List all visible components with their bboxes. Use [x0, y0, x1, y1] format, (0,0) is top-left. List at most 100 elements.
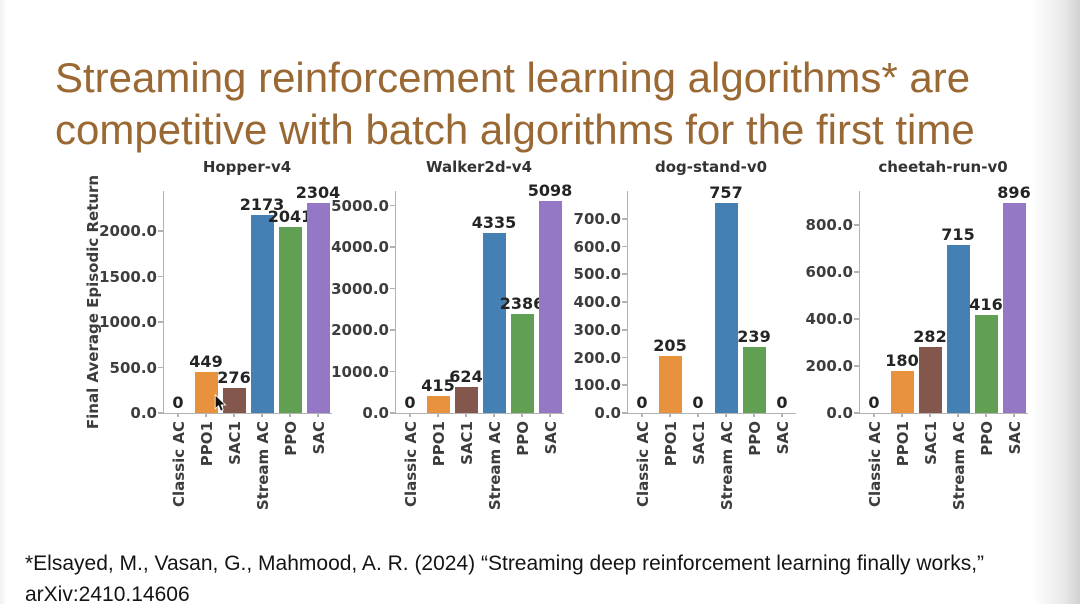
bar-value-label: 239	[737, 327, 771, 346]
bar-stream-ac	[946, 245, 970, 413]
bar-value-label: 715	[941, 225, 975, 244]
x-tick-mark	[437, 413, 439, 417]
bar-value-label: 415	[421, 376, 455, 395]
y-tick-mark	[158, 275, 163, 278]
y-tick-mark	[158, 230, 163, 232]
citation: *Elsayed, M., Vasan, G., Mahmood, A. R. …	[25, 548, 984, 610]
x-tick-mark	[1013, 413, 1015, 417]
y-tick-label: 1500.0	[99, 267, 157, 286]
bar-value-label: 4335	[471, 213, 517, 232]
y-tick-label: 100.0	[573, 376, 621, 395]
bar-sac1	[454, 387, 478, 413]
x-tick-label: Classic AC	[170, 421, 188, 508]
x-tick-label: PPO1	[430, 421, 448, 467]
y-tick-mark	[622, 412, 627, 414]
bar-value-label: 0	[776, 393, 788, 412]
y-tick-label: 0.0	[362, 404, 389, 422]
bar-value-label: 2041	[267, 207, 313, 226]
x-tick-label: Classic AC	[634, 421, 652, 508]
bar-sac1	[918, 347, 942, 413]
bar-value-label: 205	[653, 336, 687, 355]
y-tick-label: 0.0	[130, 404, 157, 422]
y-tick-mark	[390, 370, 395, 373]
y-tick-mark	[854, 224, 859, 226]
bar-sac	[538, 201, 562, 413]
y-tick-mark	[622, 245, 627, 248]
y-tick-mark	[622, 384, 627, 387]
bar-value-label: 2173	[239, 195, 285, 214]
bar-ppo1	[890, 371, 914, 413]
y-tick-mark	[390, 287, 395, 290]
y-tick-mark	[390, 412, 395, 414]
citation-line2: arXiv:2410.14606	[25, 583, 190, 606]
plot-area: 0.0 1000.0 2000.0 3000.0 4000.0 5000.0 0 Classi…	[331, 181, 572, 510]
plot-area: 0.0 500.0 1000.0 1500.0 2000.0 0 Classic AC 449…	[99, 183, 340, 510]
bar-ppo1	[658, 356, 682, 413]
y-tick-mark	[390, 329, 395, 331]
bar-stream-ac	[714, 203, 738, 413]
x-tick-mark	[289, 413, 291, 417]
x-tick-mark	[549, 413, 551, 417]
y-tick-label: 3000.0	[331, 279, 389, 298]
x-tick-mark	[409, 413, 411, 417]
bar-ppo	[742, 347, 766, 413]
left-edge-shade	[0, 0, 7, 604]
bar-sac	[306, 203, 330, 413]
y-tick-label: 500.0	[573, 265, 621, 284]
x-tick-label: PPO1	[894, 421, 912, 467]
right-edge-shade	[1032, 0, 1080, 604]
chart-cheetah-run-v0: cheetah-run-v0 0.0 200.0 400.0 600.0 800.0 0 Cl…	[795, 158, 1031, 510]
x-tick-label: Stream AC	[486, 421, 504, 511]
y-tick-mark	[622, 356, 627, 359]
y-tick-label: 4000.0	[331, 238, 389, 257]
x-tick-label: PPO	[514, 421, 532, 456]
chart-title: Walker2d-v4	[425, 158, 533, 176]
chart-title: cheetah-run-v0	[878, 158, 1008, 176]
x-tick-mark	[465, 413, 467, 417]
x-tick-label: SAC1	[690, 421, 708, 465]
bar-ppo	[510, 314, 534, 413]
y-tick-mark	[854, 412, 859, 414]
y-tick-label: 200.0	[573, 348, 621, 367]
y-tick-label: 200.0	[805, 357, 853, 376]
bar-stream-ac	[250, 215, 274, 413]
y-tick-label: 400.0	[573, 293, 621, 311]
y-tick-label: 2000.0	[99, 222, 157, 241]
bar-value-label: 896	[997, 183, 1031, 202]
y-tick-mark	[854, 271, 859, 273]
plot-area: 0.0 100.0 200.0 300.0 400.0 500.0 600.0 700.0 0 C…	[574, 183, 796, 510]
bar-value-label: 757	[709, 183, 743, 202]
y-tick-label: 400.0	[805, 310, 853, 329]
y-tick-label: 600.0	[573, 237, 621, 256]
bar-value-label: 180	[885, 351, 919, 370]
x-tick-label: SAC	[774, 421, 792, 455]
x-tick-mark	[957, 413, 959, 417]
charts-row: Hopper-v4 0.0 500.0 1000.0 1500.0 2000.0 0 Clas…	[99, 158, 1031, 510]
x-tick-mark	[929, 413, 931, 417]
bar-sac1	[222, 388, 246, 413]
x-tick-mark	[493, 413, 495, 417]
y-tick-label: 600.0	[805, 263, 853, 282]
x-tick-label: Stream AC	[254, 421, 272, 511]
x-tick-label: SAC1	[226, 421, 244, 465]
y-tick-mark	[622, 328, 627, 331]
bar-value-label: 2386	[499, 294, 545, 313]
bar-value-label: 5098	[527, 181, 573, 200]
x-tick-label: PPO1	[662, 421, 680, 467]
y-tick-mark	[622, 301, 627, 303]
bar-sac	[1002, 203, 1026, 413]
y-tick-label: 800.0	[805, 216, 853, 235]
x-tick-label: SAC1	[922, 421, 940, 465]
bar-value-label: 0	[172, 393, 184, 412]
bar-ppo	[278, 227, 302, 413]
x-tick-mark	[669, 413, 671, 417]
y-tick-label: 700.0	[573, 209, 621, 228]
y-tick-mark	[854, 365, 859, 367]
bar-value-label: 0	[636, 393, 648, 412]
y-tick-mark	[158, 321, 163, 323]
x-tick-mark	[873, 413, 875, 417]
bar-ppo1	[426, 396, 450, 413]
y-tick-mark	[158, 366, 163, 369]
bar-value-label: 282	[913, 327, 947, 346]
y-tick-mark	[622, 273, 627, 276]
